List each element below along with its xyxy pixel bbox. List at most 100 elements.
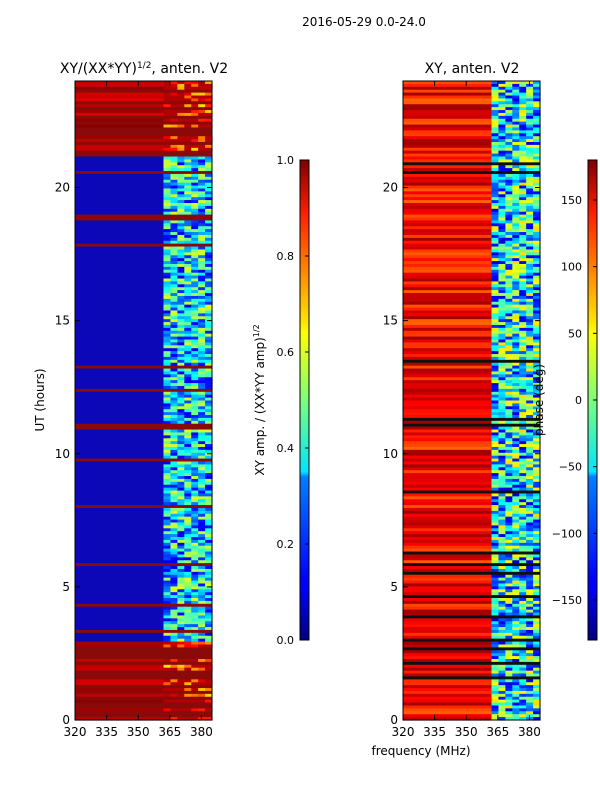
heatmap-cell [177,319,185,323]
heatmap-cell [205,420,213,425]
heatmap-cell [75,345,164,349]
heatmap-cell [519,470,527,474]
heatmap-cell [505,307,513,312]
heatmap-cell [491,690,500,695]
heatmap-cell [519,603,527,608]
heatmap-cell [163,298,172,303]
heatmap-cell [403,441,492,445]
heatmap-cell [498,237,506,242]
heatmap-cell [498,368,506,373]
heatmap-cell [205,496,213,500]
heatmap-cell [519,606,527,611]
heatmap-cell [491,621,500,625]
heatmap-cell [526,525,534,529]
heatmap-cell [177,269,185,274]
heatmap-cell [403,322,492,326]
phase-colorbar-label: phase (deg) [532,364,546,436]
heatmap-cell [177,324,185,329]
heatmap-cell [75,507,164,512]
heatmap-cell [526,415,534,419]
heatmap-cell [403,586,492,590]
heatmap-cell [505,406,513,410]
heatmap-cell [75,470,164,474]
heatmap-cell [526,293,534,297]
heatmap-cell [526,478,534,483]
heatmap-cell [170,473,178,477]
heatmap-cell [403,168,492,172]
heatmap-cell [191,380,199,384]
heatmap-cell [177,191,185,195]
heatmap-cell [198,258,206,262]
heatmap-cell [505,98,513,102]
heatmap-cell [177,473,185,477]
heatmap-cell [512,307,520,312]
heatmap-cell [505,580,513,585]
heatmap-cell [498,690,506,695]
heatmap-cell [512,679,520,683]
heatmap-cell [198,667,206,672]
heatmap-cell [75,342,164,346]
heatmap-cell [205,333,213,338]
heatmap-cell [403,324,492,329]
heatmap-cell [505,537,513,541]
heatmap-cell [191,415,199,419]
heatmap-cell [184,568,192,573]
heatmap-cell [533,354,541,358]
heatmap-cell [205,615,213,619]
heatmap-cell [170,173,178,178]
heatmap-cell [533,493,541,497]
heatmap-cell [191,333,199,338]
heatmap-cell [498,606,506,611]
heatmap-cell [491,310,500,314]
heatmap-cell [491,284,500,288]
heatmap-cell [177,287,185,291]
heatmap-cell [184,537,192,541]
heatmap-cell [191,548,199,553]
heatmap-cell [184,621,192,625]
heatmap-cell [491,391,500,396]
heatmap-cell [170,659,178,663]
heatmap-cell [198,539,206,544]
heatmap-cell [519,589,527,593]
heatmap-cell [163,516,172,521]
heatmap-cell [533,516,541,521]
heatmap-cell [526,261,534,265]
heatmap-cell [170,627,178,631]
heatmap-cell [191,641,199,646]
heatmap-cell [491,144,500,149]
heatmap-cell [184,409,192,413]
heatmap-cell [403,333,492,338]
heatmap-cell [191,467,199,471]
heatmap-cell [170,429,178,434]
heatmap-cell [403,603,492,608]
heatmap-cell [403,214,492,219]
heatmap-cell [177,641,185,646]
heatmap-cell [512,217,520,222]
heatmap-cell [75,333,164,338]
heatmap-cell [163,226,172,230]
heatmap-cell [184,205,192,210]
heatmap-cell [505,118,513,123]
heatmap-cell [519,478,527,483]
heatmap-cell [533,519,541,524]
heatmap-cell [533,653,541,657]
heatmap-cell [519,98,527,102]
heatmap-cell [184,252,192,256]
heatmap-cell [512,214,520,219]
heatmap-flag-row [75,685,212,689]
heatmap-cell [512,516,520,521]
heatmap-cell [75,484,164,489]
heatmap-cell [519,644,527,648]
heatmap-cell [75,394,164,399]
heatmap-cell [533,258,541,262]
heatmap-cell [526,208,534,213]
heatmap-cell [205,83,213,88]
heatmap-cell [519,525,527,529]
heatmap-cell [184,327,192,332]
heatmap-cell [184,688,192,692]
heatmap-cell [205,258,213,262]
heatmap-cell [519,92,527,97]
heatmap-cell [163,223,172,227]
heatmap-cell [184,211,192,216]
heatmap-cell [526,656,534,660]
